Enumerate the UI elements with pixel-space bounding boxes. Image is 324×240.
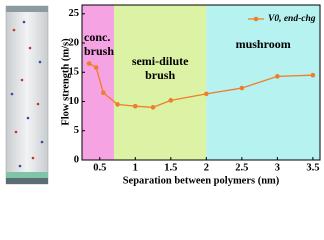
region-label: conc. <box>84 30 110 44</box>
data-point <box>310 72 316 78</box>
y-tick-label: 0 <box>74 154 79 165</box>
data-point <box>101 90 106 96</box>
legend-label: V0, end-chg <box>268 14 316 24</box>
x-tick-label: 3.5 <box>306 162 319 173</box>
y-tick-label: 15 <box>69 67 80 78</box>
data-point <box>275 74 280 79</box>
legend-marker <box>253 16 259 22</box>
plot-frame <box>81 4 321 161</box>
region-label: brush <box>145 68 175 82</box>
x-tick-label: 0.5 <box>93 162 106 173</box>
x-axis-label: Separation between polymers (nm) <box>123 175 280 186</box>
figure: Flow strength (m/s) Separation between p… <box>5 4 321 186</box>
x-tick-label: 3 <box>275 162 280 173</box>
x-tick-label: 2 <box>204 162 209 173</box>
data-point <box>115 102 120 107</box>
data-point <box>132 103 138 109</box>
data-point <box>239 85 245 91</box>
y-tick-label: 5 <box>74 125 79 136</box>
data-point <box>204 91 209 97</box>
data-point <box>150 105 156 110</box>
region-label: mushroom <box>236 37 291 51</box>
simulation-snapshot <box>5 5 49 185</box>
y-axis-label: Flow strength (m/s) <box>60 38 71 126</box>
y-tick-label: 20 <box>69 37 80 48</box>
data-point <box>86 61 92 66</box>
region <box>113 5 207 160</box>
y-tick-label: 25 <box>69 8 80 19</box>
data-point <box>168 98 174 103</box>
x-tick-label: 1.5 <box>164 162 177 173</box>
x-tick-label: 1 <box>133 162 138 173</box>
region-label: brush <box>84 44 114 58</box>
y-tick-label: 10 <box>69 96 80 107</box>
data-point <box>93 65 99 70</box>
region-label: semi-dilute <box>132 54 189 68</box>
x-tick-label: 2.5 <box>235 162 248 173</box>
region <box>206 5 320 160</box>
region <box>82 5 114 160</box>
